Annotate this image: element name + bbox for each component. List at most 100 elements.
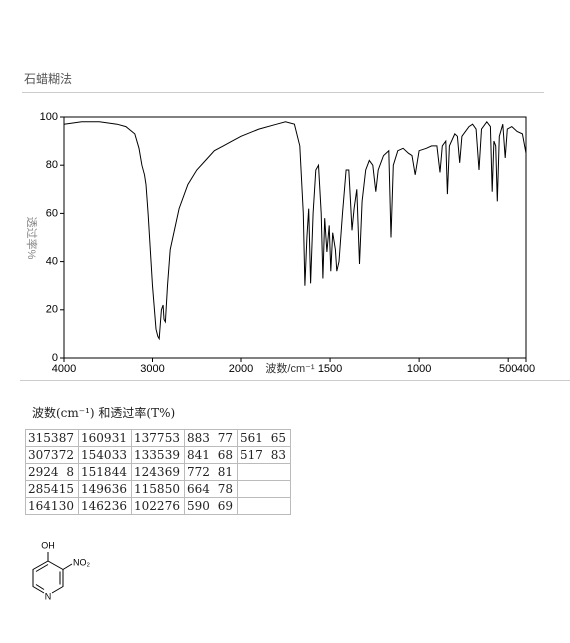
ring <box>32 552 73 594</box>
transmittance: 8 <box>66 465 74 479</box>
atom-label: N <box>45 591 52 601</box>
y-tick-label: 80 <box>46 159 58 171</box>
transmittance: 39 <box>164 448 180 462</box>
table-cell: 160931 <box>78 429 132 447</box>
table-cell: 124369 <box>131 463 185 481</box>
table-cell: 133539 <box>131 446 185 464</box>
wavenumber: 1462 <box>81 499 112 513</box>
transmittance: 72 <box>58 448 74 462</box>
x-tick-label: 500 <box>499 363 517 375</box>
divider <box>22 92 544 93</box>
table-cell: 115850 <box>131 480 185 498</box>
method-title: 石蜡糊法 <box>24 72 73 86</box>
wavenumber: 2924 <box>28 465 59 479</box>
wavenumber: 841 <box>187 448 210 462</box>
wavenumber: 1158 <box>134 482 165 496</box>
transmittance: 77 <box>217 431 233 445</box>
atom-label: NO₂ <box>73 557 91 567</box>
wavenumber: 1540 <box>81 448 112 462</box>
wavenumber: 772 <box>187 465 210 479</box>
transmittance: 30 <box>58 499 74 513</box>
x-axis-label: 波数/cm⁻¹ <box>265 362 315 375</box>
y-tick-label: 40 <box>46 256 58 268</box>
table-row: 307372 154033 133539 841 68 517 83 <box>25 446 291 464</box>
table-cell: 146236 <box>78 497 132 515</box>
transmittance: 50 <box>164 482 180 496</box>
wavenumber: 590 <box>187 499 210 513</box>
y-axis-label: 透过率% <box>25 217 39 260</box>
table-row: 315387 160931 137753 883 77 561 65 <box>25 429 291 447</box>
plot-frame <box>63 116 527 359</box>
divider <box>20 380 570 381</box>
y-tick-label: 0 <box>52 352 58 364</box>
table-row: 164130 146236 102276 590 69 <box>25 497 291 515</box>
y-tick-label: 20 <box>46 304 58 316</box>
wavenumber: 1518 <box>81 465 112 479</box>
wavenumber: 1243 <box>134 465 165 479</box>
table-cell: 149636 <box>78 480 132 498</box>
wavenumber: 664 <box>187 482 210 496</box>
wavenumber: 3073 <box>28 448 59 462</box>
table-cell: 772 81 <box>184 463 238 481</box>
table-cell: 664 78 <box>184 480 238 498</box>
transmittance: 36 <box>111 482 127 496</box>
wavenumber: 1022 <box>134 499 165 513</box>
transmittance: 83 <box>270 448 286 462</box>
x-tick-label: 4000 <box>52 363 76 375</box>
x-tick-label: 2000 <box>229 363 253 375</box>
y-tick-label: 60 <box>46 207 58 219</box>
wavenumber: 1496 <box>81 482 112 496</box>
transmittance: 69 <box>164 465 180 479</box>
x-tick-label: 1000 <box>407 363 431 375</box>
transmittance: 65 <box>270 431 286 445</box>
wavenumber: 1335 <box>134 448 165 462</box>
wavenumber: 883 <box>187 431 210 445</box>
y-tick-label: 100 <box>40 111 58 123</box>
x-tick-label: 400 <box>517 363 535 375</box>
table-cell <box>237 497 291 515</box>
atom-label: OH <box>41 540 55 550</box>
chart: 透过率% 0 20 40 60 80 100 4000 3000 2000 1500 1000 500… <box>25 111 535 375</box>
transmittance: 87 <box>58 431 74 445</box>
transmittance: 15 <box>58 482 74 496</box>
table-cell: 517 83 <box>237 446 291 464</box>
table-title: 波数(cm⁻¹) 和透过率(T%) <box>32 406 176 420</box>
peak-table: 315387 160931 137753 883 77 561 65 307372 154033… <box>25 429 291 515</box>
transmittance: 53 <box>164 431 180 445</box>
table-cell: 285415 <box>25 480 79 498</box>
table-cell: 883 77 <box>184 429 238 447</box>
x-tick-label: 1500 <box>318 363 342 375</box>
transmittance: 76 <box>164 499 180 513</box>
table-row: 285415 149636 115850 664 78 <box>25 480 291 498</box>
wavenumber: 1377 <box>134 431 165 445</box>
table-cell: 590 69 <box>184 497 238 515</box>
table-cell: 154033 <box>78 446 132 464</box>
table-cell <box>237 480 291 498</box>
table-cell: 164130 <box>25 497 79 515</box>
spectrum-line <box>63 120 527 341</box>
wavenumber: 3153 <box>28 431 59 445</box>
wavenumber: 2854 <box>28 482 59 496</box>
transmittance: 68 <box>217 448 233 462</box>
transmittance: 36 <box>111 499 127 513</box>
table-cell: 561 65 <box>237 429 291 447</box>
table-cell: 102276 <box>131 497 185 515</box>
x-tick-label: 3000 <box>140 363 164 375</box>
wavenumber: 561 <box>240 431 263 445</box>
structure: OH NO₂ N <box>32 540 91 601</box>
table-cell: 151844 <box>78 463 132 481</box>
table-cell: 315387 <box>25 429 79 447</box>
transmittance: 31 <box>111 431 127 445</box>
transmittance: 33 <box>111 448 127 462</box>
table-row: 2924 8 151844 124369 772 81 <box>25 463 291 481</box>
table-cell: 841 68 <box>184 446 238 464</box>
transmittance: 78 <box>217 482 233 496</box>
transmittance: 69 <box>217 499 233 513</box>
table-cell <box>237 463 291 481</box>
table-cell: 307372 <box>25 446 79 464</box>
wavenumber: 517 <box>240 448 263 462</box>
table-cell: 137753 <box>131 429 185 447</box>
wavenumber: 1609 <box>81 431 112 445</box>
transmittance: 81 <box>217 465 233 479</box>
